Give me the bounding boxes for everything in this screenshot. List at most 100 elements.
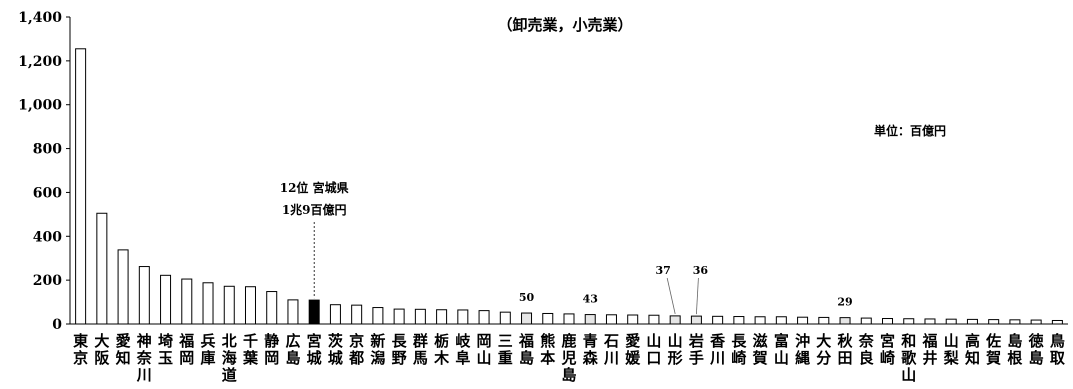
bar bbox=[266, 291, 278, 325]
bar bbox=[648, 314, 660, 325]
bar bbox=[775, 316, 787, 325]
y-tick-label: 1,400 bbox=[18, 10, 62, 26]
highlight-callout: 1兆9百億円 bbox=[282, 202, 347, 217]
annotation-label: 43 bbox=[583, 293, 598, 306]
y-tick-label: 1,200 bbox=[18, 54, 62, 70]
annotation-label: 50 bbox=[519, 291, 535, 304]
category-label: 岡山 bbox=[477, 332, 492, 367]
bar bbox=[202, 282, 214, 325]
chart-labels: 東京大阪愛知神奈川埼玉福岡兵庫北海道千葉静岡広島宮城茨城京都新潟長野群馬栃木岐阜… bbox=[73, 180, 1066, 384]
category-label: 福島 bbox=[518, 332, 534, 367]
bar bbox=[521, 312, 533, 325]
y-tick-label: 200 bbox=[33, 273, 62, 289]
category-label: 島根 bbox=[1007, 332, 1022, 367]
category-label: 茨城 bbox=[328, 332, 343, 367]
highlight-callout: 12位 宮城県 bbox=[280, 180, 349, 195]
bar bbox=[839, 317, 851, 325]
bar bbox=[160, 274, 172, 325]
category-label: 奈良 bbox=[858, 332, 875, 367]
chart-axes: 0 200 400 600 800 1,000 1,200 1,400 bbox=[18, 10, 1068, 333]
category-label: 三重 bbox=[498, 332, 513, 367]
bar bbox=[96, 212, 108, 325]
bar bbox=[308, 299, 320, 325]
category-label: 静岡 bbox=[264, 332, 279, 367]
category-label: 大阪 bbox=[94, 332, 110, 367]
bar bbox=[924, 318, 936, 325]
category-label: 広島 bbox=[285, 332, 300, 367]
bar bbox=[584, 314, 596, 325]
unit-label: 単位：百億円 bbox=[874, 123, 946, 138]
y-tick-label: 400 bbox=[33, 229, 62, 245]
bar bbox=[1030, 319, 1042, 325]
chart-bars bbox=[75, 48, 1063, 325]
category-label: 山形 bbox=[668, 332, 683, 367]
category-label: 栃木 bbox=[433, 332, 450, 367]
bar bbox=[223, 285, 235, 325]
annotation-label: 29 bbox=[837, 296, 852, 309]
category-label: 石川 bbox=[603, 332, 619, 367]
bar bbox=[1009, 319, 1021, 325]
annotation-label: 36 bbox=[693, 264, 709, 277]
category-label: 徳島 bbox=[1028, 332, 1044, 367]
category-label: 大分 bbox=[816, 332, 831, 367]
bar bbox=[478, 310, 490, 325]
bar bbox=[669, 315, 681, 325]
category-label: 岩手 bbox=[688, 332, 704, 367]
bar bbox=[563, 313, 575, 325]
bar bbox=[181, 278, 193, 325]
category-label: 愛媛 bbox=[624, 332, 641, 367]
bar bbox=[966, 318, 978, 325]
bar bbox=[75, 48, 87, 325]
category-label: 長野 bbox=[392, 332, 408, 367]
bar bbox=[414, 308, 426, 325]
category-label: 長崎 bbox=[731, 332, 747, 367]
category-label: 福井 bbox=[921, 332, 937, 367]
bar bbox=[627, 314, 639, 325]
bar bbox=[733, 316, 745, 325]
category-label: 滋賀 bbox=[752, 332, 768, 367]
category-label: 宮崎 bbox=[880, 332, 895, 367]
chart-title: （卸売業，小売業） bbox=[497, 16, 632, 34]
bar bbox=[945, 318, 957, 325]
category-label: 愛知 bbox=[116, 332, 131, 367]
category-label: 宮城 bbox=[307, 332, 322, 367]
y-tick-label: 0 bbox=[52, 317, 62, 333]
bar bbox=[988, 319, 1000, 325]
bar bbox=[287, 299, 299, 325]
bar bbox=[351, 304, 363, 325]
category-label: 富山 bbox=[774, 332, 789, 367]
y-tick-label: 800 bbox=[33, 142, 62, 158]
bar bbox=[882, 318, 894, 325]
bar bbox=[818, 316, 830, 325]
category-label: 福岡 bbox=[178, 332, 194, 367]
bar bbox=[138, 266, 150, 325]
category-label: 沖縄 bbox=[795, 332, 810, 367]
category-label: 鳥取 bbox=[1050, 332, 1066, 367]
category-label: 和歌山 bbox=[901, 332, 917, 384]
bar bbox=[542, 312, 554, 325]
bar bbox=[903, 318, 915, 325]
bar bbox=[860, 317, 872, 325]
category-label: 京都 bbox=[348, 332, 364, 367]
bar bbox=[690, 315, 702, 325]
bar bbox=[436, 309, 448, 325]
bar bbox=[117, 249, 129, 325]
bar bbox=[797, 316, 809, 325]
category-label: 神奈川 bbox=[136, 332, 153, 384]
bar bbox=[1051, 319, 1063, 325]
bar bbox=[329, 304, 341, 325]
category-label: 高知 bbox=[965, 332, 980, 367]
category-label: 北海道 bbox=[222, 332, 237, 384]
category-label: 新潟 bbox=[370, 332, 385, 367]
category-label: 青森 bbox=[583, 332, 599, 367]
category-label: 山口 bbox=[646, 332, 661, 367]
category-label: 東京 bbox=[73, 332, 88, 367]
category-label: 香川 bbox=[709, 332, 725, 367]
category-label: 群馬 bbox=[413, 332, 428, 367]
y-tick-label: 600 bbox=[33, 185, 62, 201]
annotation-leader bbox=[666, 277, 676, 314]
bar bbox=[393, 308, 405, 325]
category-label: 兵庫 bbox=[201, 332, 216, 367]
category-label: 埼玉 bbox=[158, 332, 173, 367]
